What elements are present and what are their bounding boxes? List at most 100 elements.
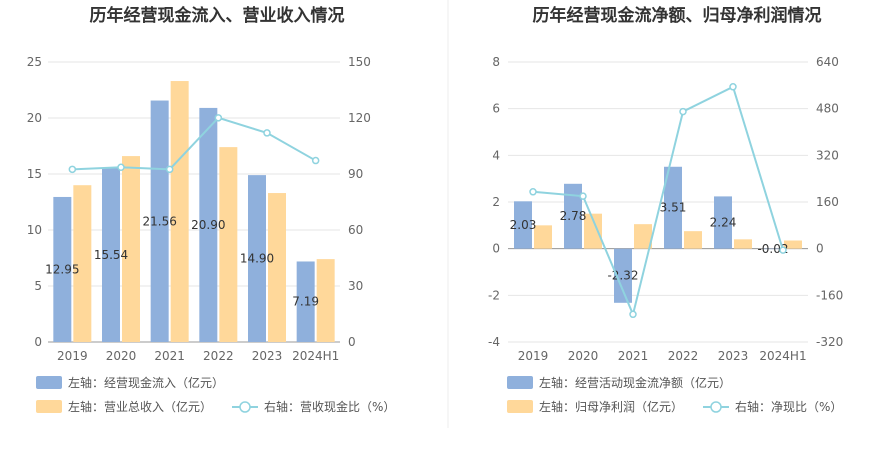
bar-secondary bbox=[784, 240, 802, 249]
left-axis-tick: -2 bbox=[488, 288, 500, 302]
bar-secondary bbox=[170, 81, 189, 342]
bar-value-label: 2.78 bbox=[560, 209, 587, 223]
right-axis-tick: 90 bbox=[348, 167, 363, 181]
ratio-point bbox=[729, 83, 737, 91]
left-axis-tick: 20 bbox=[27, 111, 42, 125]
right-axis-tick: -320 bbox=[816, 335, 843, 349]
category-label: 2020 bbox=[568, 349, 599, 363]
ratio-point bbox=[679, 107, 687, 116]
chart-title: 历年经营现金流净额、归母净利润情况 bbox=[533, 5, 822, 26]
legend-label: 左轴：经营现金流入（亿元） bbox=[68, 375, 224, 390]
legend-label: 左轴：营业总收入（亿元） bbox=[68, 399, 212, 414]
category-label: 2019 bbox=[518, 349, 549, 363]
ratio-point bbox=[529, 188, 537, 196]
right-axis-tick: 0 bbox=[816, 242, 824, 256]
category-label: 2024H1 bbox=[759, 349, 806, 363]
ratio-line bbox=[72, 116, 317, 171]
legend-line-marker bbox=[710, 401, 722, 413]
bar-value-label: 7.19 bbox=[292, 295, 319, 309]
bar-value-label: 14.90 bbox=[240, 252, 274, 266]
left-axis-tick: 5 bbox=[34, 279, 42, 293]
legend-swatch bbox=[507, 400, 533, 413]
bar-secondary bbox=[122, 156, 140, 342]
bar-secondary bbox=[316, 259, 335, 342]
right-axis-tick: 160 bbox=[816, 195, 839, 209]
category-label: 2021 bbox=[618, 349, 649, 363]
legend-swatch bbox=[36, 400, 62, 413]
right-axis-tick: 60 bbox=[348, 223, 363, 237]
right-axis-tick: 30 bbox=[348, 279, 363, 293]
legend-line-marker bbox=[239, 401, 251, 413]
bar-primary bbox=[664, 166, 682, 249]
bar-secondary bbox=[584, 213, 602, 249]
bar-value-label: 12.95 bbox=[45, 262, 79, 276]
bar-value-label: 15.54 bbox=[94, 248, 128, 262]
bar-primary bbox=[199, 107, 218, 342]
left-axis-tick: 0 bbox=[492, 242, 500, 256]
category-label: 2022 bbox=[668, 349, 699, 363]
legend-label: 右轴：净现比（%） bbox=[735, 399, 842, 414]
bar-primary bbox=[614, 248, 632, 303]
chart-1: 历年经营现金流入、营业收入情况 0 5 10 15 20 25 0 30 60 90 120 150 20… bbox=[27, 5, 396, 414]
bar-primary bbox=[564, 183, 582, 249]
category-label: 2024H1 bbox=[292, 349, 339, 363]
bar-secondary bbox=[73, 185, 92, 342]
left-axis-tick: 0 bbox=[34, 335, 42, 349]
bar-primary bbox=[248, 175, 266, 342]
left-axis-tick: 2 bbox=[492, 195, 500, 209]
bar-value-label: 20.90 bbox=[191, 218, 225, 232]
left-axis-tick: 15 bbox=[27, 167, 42, 181]
left-axis-tick: 6 bbox=[492, 102, 500, 116]
left-axis-tick: 8 bbox=[492, 55, 500, 69]
category-label: 2023 bbox=[252, 349, 283, 363]
bar-secondary bbox=[634, 224, 652, 249]
legend-swatch bbox=[507, 376, 533, 389]
bar-primary bbox=[102, 167, 120, 342]
bar-secondary bbox=[734, 239, 752, 249]
bar-primary bbox=[150, 100, 169, 342]
ratio-point bbox=[629, 310, 637, 319]
bar-primary bbox=[296, 261, 315, 342]
ratio-point bbox=[68, 165, 77, 174]
bar-primary bbox=[514, 201, 532, 249]
bar-primary bbox=[764, 248, 782, 250]
chart-title: 历年经营现金流入、营业收入情况 bbox=[90, 5, 345, 26]
right-axis-tick: 320 bbox=[816, 148, 839, 162]
bar-primary bbox=[714, 196, 732, 249]
category-label: 2022 bbox=[203, 349, 234, 363]
ratio-point bbox=[579, 192, 587, 200]
right-axis-tick: -160 bbox=[816, 288, 843, 302]
ratio-point bbox=[311, 156, 320, 165]
bar-secondary bbox=[684, 231, 702, 249]
ratio-point bbox=[165, 165, 174, 174]
right-axis-tick: 150 bbox=[348, 55, 371, 69]
category-label: 2019 bbox=[57, 349, 88, 363]
bar-value-label: 2.03 bbox=[510, 218, 537, 232]
legend-label: 右轴：营收现金比（%） bbox=[264, 399, 395, 414]
bar-value-label: 21.56 bbox=[142, 214, 176, 228]
category-label: 2021 bbox=[154, 349, 185, 363]
chart-2: 历年经营现金流净额、归母净利润情况 -4 -2 0 2 4 6 8 -320 -160 0 160 32… bbox=[488, 5, 843, 414]
bar-value-label: 3.51 bbox=[660, 201, 687, 215]
category-label: 2020 bbox=[106, 349, 137, 363]
bar-value-label: 2.24 bbox=[710, 216, 737, 230]
ratio-point bbox=[263, 129, 271, 137]
bar-secondary bbox=[219, 147, 238, 342]
left-axis-tick: 4 bbox=[492, 148, 500, 162]
legend-label: 左轴：经营活动现金流净额（亿元） bbox=[539, 375, 731, 390]
bar-value-label: -2.32 bbox=[607, 269, 638, 283]
category-label: 2023 bbox=[718, 349, 749, 363]
ratio-point bbox=[779, 246, 787, 254]
bar-secondary bbox=[268, 193, 286, 342]
ratio-line bbox=[532, 85, 784, 318]
left-axis-tick: 25 bbox=[27, 55, 42, 69]
right-axis-tick: 120 bbox=[348, 111, 371, 125]
ratio-point bbox=[214, 114, 223, 122]
bar-primary bbox=[53, 196, 72, 342]
bar-secondary bbox=[534, 225, 552, 249]
right-axis-tick: 0 bbox=[348, 335, 356, 349]
ratio-point bbox=[117, 163, 125, 172]
right-axis-tick: 640 bbox=[816, 55, 839, 69]
